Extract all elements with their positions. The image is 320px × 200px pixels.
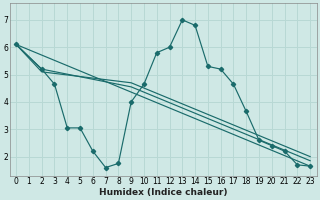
- X-axis label: Humidex (Indice chaleur): Humidex (Indice chaleur): [99, 188, 228, 197]
